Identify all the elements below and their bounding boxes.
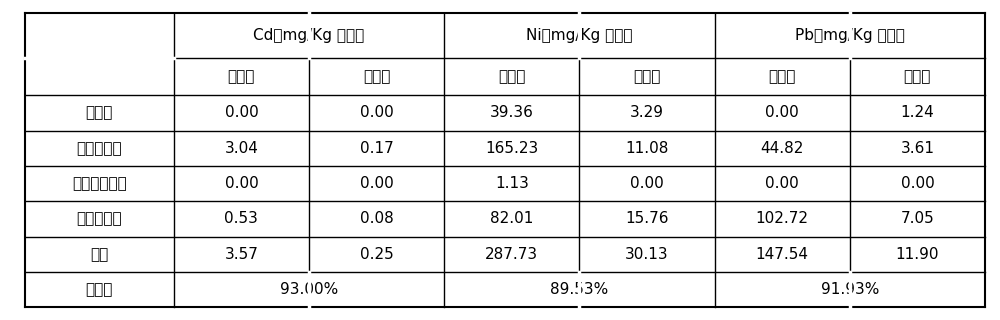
Text: 93.00%: 93.00% — [280, 282, 338, 297]
Text: 0.08: 0.08 — [360, 212, 393, 226]
Text: 治理前: 治理前 — [498, 69, 525, 84]
Text: 总量: 总量 — [90, 247, 109, 262]
Text: Ni（mg/Kg 土壤）: Ni（mg/Kg 土壤） — [526, 28, 633, 43]
Text: 11.90: 11.90 — [896, 247, 939, 262]
Text: 89.53%: 89.53% — [550, 282, 609, 297]
Text: 287.73: 287.73 — [485, 247, 538, 262]
Text: 0.00: 0.00 — [225, 105, 258, 120]
Text: 0.00: 0.00 — [765, 176, 799, 191]
Text: 0.00: 0.00 — [765, 105, 799, 120]
Text: 15.76: 15.76 — [625, 212, 669, 226]
Text: 0.00: 0.00 — [225, 176, 258, 191]
Text: 水溶态: 水溶态 — [86, 105, 113, 120]
Text: 82.01: 82.01 — [490, 212, 533, 226]
Text: 治理后: 治理后 — [633, 69, 661, 84]
Text: 治理前: 治理前 — [769, 69, 796, 84]
Text: 3.29: 3.29 — [630, 105, 664, 120]
Text: 1.24: 1.24 — [901, 105, 934, 120]
Text: 0.53: 0.53 — [224, 212, 258, 226]
Text: 治理前: 治理前 — [228, 69, 255, 84]
Text: 39.36: 39.36 — [490, 105, 534, 120]
Text: 1.13: 1.13 — [495, 176, 529, 191]
Text: 3.57: 3.57 — [224, 247, 258, 262]
Text: 44.82: 44.82 — [761, 141, 804, 156]
Text: 91.93%: 91.93% — [821, 282, 879, 297]
Text: 离子交换态: 离子交换态 — [77, 141, 122, 156]
Text: 3.04: 3.04 — [224, 141, 258, 156]
Text: 0.25: 0.25 — [360, 247, 393, 262]
Text: 3.61: 3.61 — [900, 141, 934, 156]
Text: 治理后: 治理后 — [363, 69, 390, 84]
Text: 碳酸盐结合态: 碳酸盐结合态 — [72, 176, 127, 191]
Text: 0.17: 0.17 — [360, 141, 393, 156]
Text: 治理后: 治理后 — [904, 69, 931, 84]
Text: 7.05: 7.05 — [901, 212, 934, 226]
Text: 去除率: 去除率 — [86, 282, 113, 297]
Text: 11.08: 11.08 — [625, 141, 669, 156]
Text: 0.00: 0.00 — [360, 176, 393, 191]
Text: 165.23: 165.23 — [485, 141, 538, 156]
Text: 102.72: 102.72 — [756, 212, 809, 226]
Text: Pb（mg/Kg 土壤）: Pb（mg/Kg 土壤） — [795, 28, 905, 43]
Text: Cd（mg/Kg 土壤）: Cd（mg/Kg 土壤） — [253, 28, 365, 43]
Text: 0.00: 0.00 — [630, 176, 664, 191]
Text: 铁锰氧化态: 铁锰氧化态 — [77, 212, 122, 226]
Text: 147.54: 147.54 — [756, 247, 809, 262]
Text: 0.00: 0.00 — [901, 176, 934, 191]
Text: 30.13: 30.13 — [625, 247, 669, 262]
Text: 0.00: 0.00 — [360, 105, 393, 120]
